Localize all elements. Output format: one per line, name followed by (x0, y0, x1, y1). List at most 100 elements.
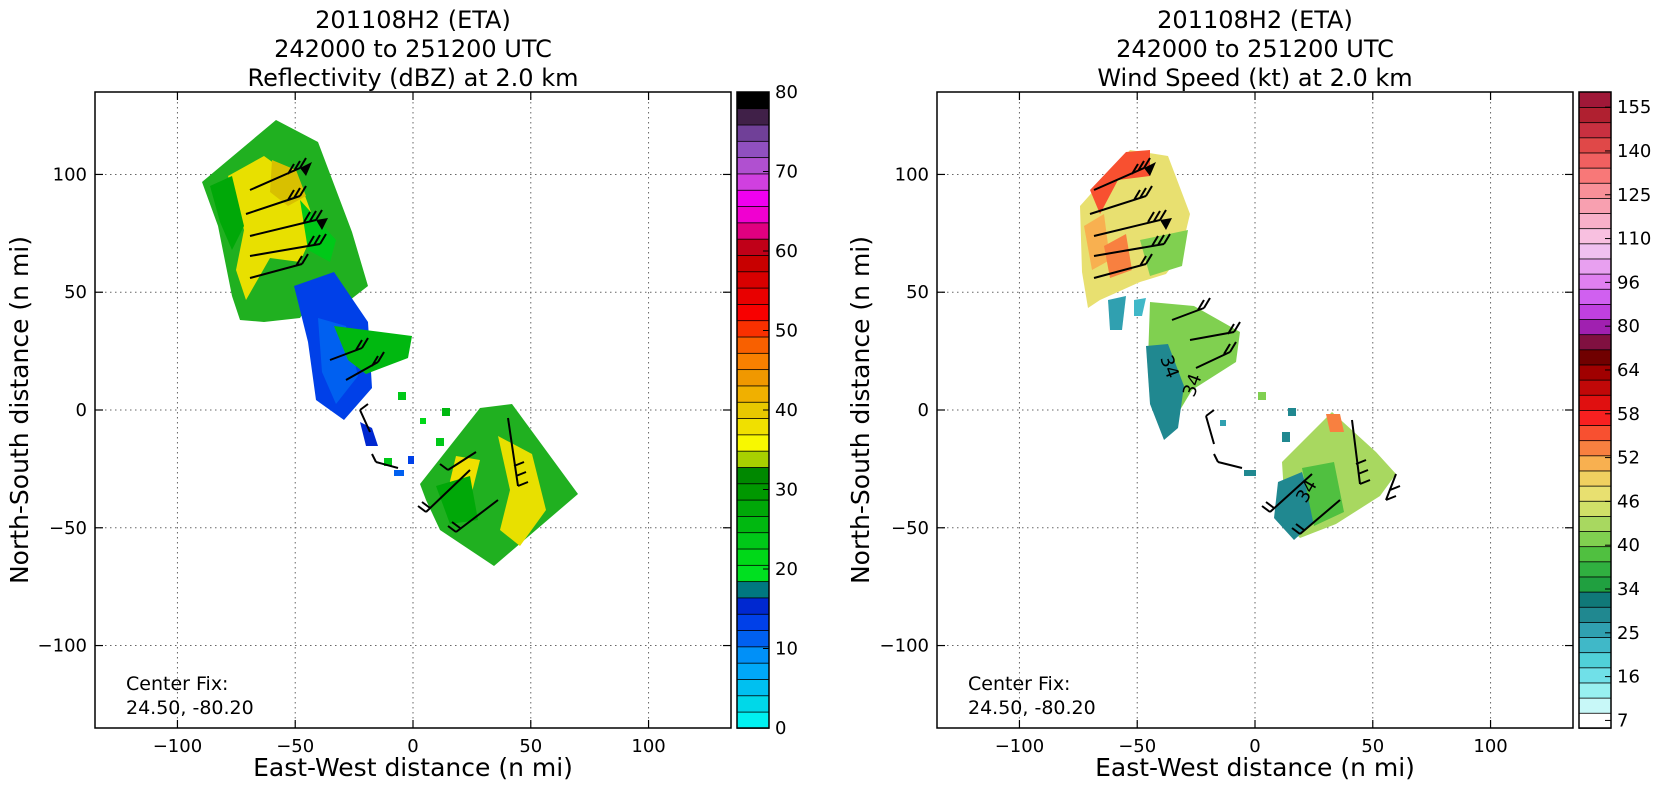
field-echo (1258, 392, 1266, 400)
field-northern-green (210, 176, 244, 250)
colorbar-tick-label: 40 (775, 400, 798, 421)
chart-title-line-3: Reflectivity (dBZ) at 2.0 km (248, 64, 579, 92)
colorbar-swatch (1578, 545, 1612, 563)
colorbar-swatch (1578, 470, 1612, 487)
reflectivity-colorbar: 0 10 20 30 40 50 60 70 80 (736, 82, 798, 739)
colorbar-tick-label: 58 (1617, 404, 1640, 425)
colorbar-swatch (736, 450, 770, 468)
wind-barb-pennant (300, 162, 312, 176)
colorbar-swatch (1578, 682, 1612, 699)
colorbar-swatch (736, 205, 770, 224)
y-tick-label: 50 (906, 282, 929, 303)
colorbar-tick-label: 10 (775, 639, 798, 660)
colorbar-swatch (736, 107, 770, 126)
wind-barb-pennant (1144, 162, 1156, 176)
colorbar-swatch (736, 173, 770, 191)
colorbar-swatch (736, 531, 770, 550)
field-central-teal (1146, 344, 1184, 440)
colorbar-swatch (1578, 91, 1612, 108)
wind-speed-panel: 201108H2 (ETA) 242000 to 251200 UTC Wind… (846, 6, 1651, 782)
colorbar-tick-label: 140 (1617, 141, 1651, 162)
colorbar-tick-label: 46 (1617, 491, 1640, 512)
colorbar-swatch (736, 613, 770, 631)
colorbar-swatch (736, 140, 770, 159)
y-tick-label: 0 (918, 400, 929, 421)
wind-barb-pennant (1160, 218, 1172, 230)
colorbar-swatch (736, 417, 770, 436)
axis-ticks: −100 −50 0 50 100 −100 −50 0 50 100 (38, 92, 731, 757)
colorbar-swatch (736, 662, 770, 680)
colorbar-tick-label: 125 (1617, 185, 1651, 206)
colorbar-tick-label: 52 (1617, 448, 1640, 469)
field-central-green (334, 326, 412, 374)
field-echo (1288, 408, 1296, 416)
colorbar-swatch (736, 580, 770, 599)
colorbar-swatch (736, 482, 770, 501)
colorbar-swatch (1578, 243, 1612, 260)
colorbar-swatch (1578, 273, 1612, 290)
reflectivity-field (202, 120, 578, 566)
y-tick-label: −100 (880, 636, 929, 657)
colorbar-swatch (736, 270, 770, 289)
field-central-blue-3 (360, 422, 378, 446)
colorbar-swatch (1578, 227, 1612, 245)
field-echo (1244, 470, 1256, 476)
x-tick-label: 50 (1361, 736, 1384, 757)
colorbar-swatch (1578, 636, 1612, 654)
center-fix-label: Center Fix: (968, 673, 1070, 695)
colorbar-swatch (1578, 288, 1612, 305)
wind-barbs (245, 157, 529, 533)
colorbar-swatch (736, 515, 770, 534)
field-northern-green (1140, 230, 1188, 276)
colorbar-swatch (1578, 364, 1612, 381)
y-tick-label: 50 (64, 282, 87, 303)
colorbar-swatch (736, 466, 770, 485)
colorbar-swatch (1578, 621, 1612, 638)
x-tick-label: −100 (995, 736, 1044, 757)
colorbar-swatch (1578, 303, 1612, 320)
colorbar-swatch (736, 238, 770, 256)
x-tick-label: 0 (407, 736, 418, 757)
colorbar-frame (1578, 91, 1612, 729)
grid-lines (95, 92, 731, 728)
colorbar-swatch (736, 711, 770, 729)
colorbar-swatch (1578, 121, 1612, 139)
y-axis-label: North-South distance (n mi) (846, 236, 875, 584)
colorbar-tick-label: 96 (1617, 272, 1640, 293)
colorbar-swatch (736, 189, 770, 207)
colorbar-swatch (1578, 515, 1612, 532)
axis-ticks: −100 −50 0 50 100 −100 −50 0 50 100 (880, 92, 1573, 757)
colorbar-tick-label: 155 (1617, 97, 1651, 118)
colorbar-tick-label: 64 (1617, 360, 1640, 381)
field-echo (420, 418, 426, 424)
colorbar-tick-label: 25 (1617, 623, 1640, 644)
y-tick-label: −100 (38, 636, 87, 657)
colorbar-swatch (1578, 667, 1612, 684)
field-northern-red (1090, 150, 1150, 214)
wind-speed-colorbar: 7 16 25 34 40 46 52 58 64 80 96 110 125 140 155 (1578, 91, 1651, 731)
reflectivity-panel: 201108H2 (ETA) 242000 to 251200 UTC Refl… (5, 6, 798, 782)
colorbar-tick-label: 40 (1617, 535, 1640, 556)
colorbar-tick-label: 110 (1617, 229, 1651, 250)
colorbar-swatch (1578, 394, 1612, 411)
colorbar-swatch (1578, 333, 1612, 351)
x-tick-label: 100 (631, 736, 665, 757)
colorbar-swatch (1578, 576, 1612, 593)
colorbar-swatch (1578, 591, 1612, 608)
colorbar-swatch (1578, 606, 1612, 623)
colorbar-tick-label: 60 (775, 241, 798, 262)
y-tick-label: 0 (76, 400, 87, 421)
x-tick-label: 50 (519, 736, 542, 757)
field-echo (1220, 420, 1226, 426)
colorbar-swatch (1578, 409, 1612, 426)
chart-title-line-1: 201108H2 (ETA) (1157, 6, 1353, 34)
field-echo (436, 438, 444, 446)
colorbar-swatch (736, 564, 770, 583)
colorbar-swatch (1578, 561, 1612, 578)
colorbar-swatch (736, 287, 770, 305)
wind-speed-field: 34 34 34 (1080, 150, 1401, 540)
colorbar-tick-label: 70 (775, 162, 798, 183)
y-tick-label: 100 (895, 164, 929, 185)
colorbar-tick-label: 16 (1617, 667, 1640, 688)
